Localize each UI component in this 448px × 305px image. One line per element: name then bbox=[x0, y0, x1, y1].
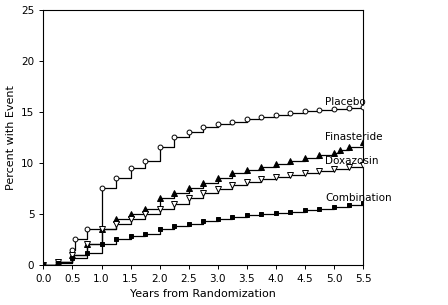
Text: Placebo: Placebo bbox=[325, 98, 366, 107]
Text: Finasteride: Finasteride bbox=[325, 132, 383, 142]
Text: Doxazosin: Doxazosin bbox=[325, 156, 379, 166]
X-axis label: Years from Randomization: Years from Randomization bbox=[130, 289, 276, 300]
Y-axis label: Percent with Event: Percent with Event bbox=[5, 85, 16, 190]
Text: Combination: Combination bbox=[325, 193, 392, 203]
